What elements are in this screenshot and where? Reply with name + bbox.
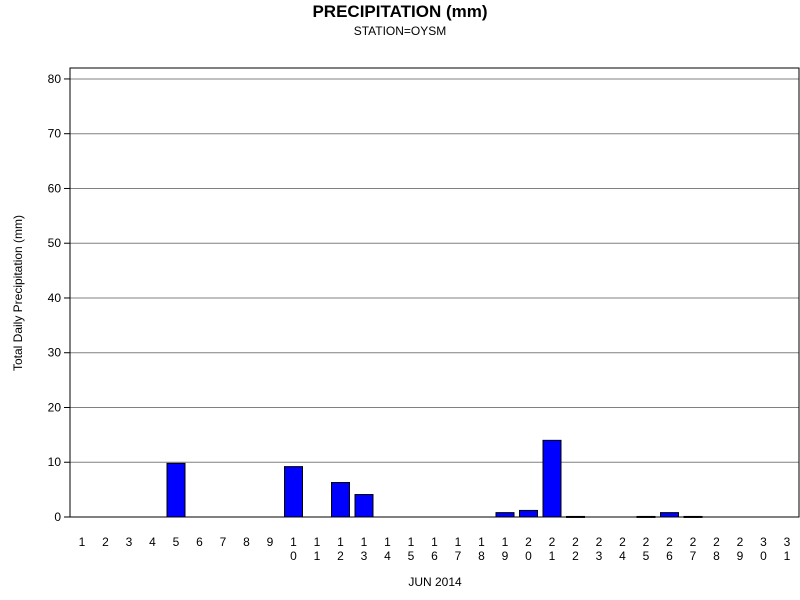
bar [495,512,515,518]
chart-subtitle: STATION=OYSM [354,24,447,38]
y-tick-label: 80 [48,72,62,86]
x-tick-label: 9 [267,535,274,549]
y-tick-label: 50 [48,236,62,250]
bar [660,512,679,518]
y-tick-label: 10 [48,455,62,469]
y-axis-ticks: 0 10 20 30 40 50 60 70 80 [48,72,70,524]
x-tick-label: 7 [220,535,227,549]
bar [542,439,562,518]
y-tick-label: 60 [48,181,62,195]
bar [519,509,538,518]
y-tick-label: 30 [48,346,62,360]
y-axis-label: Total Daily Precipitation (mm) [11,215,25,371]
y-tick-label: 70 [48,127,62,141]
grid-lines [70,78,799,518]
x-tick-label: 8 [243,535,250,549]
x-tick-label: 6 [196,535,203,549]
x-axis-label: JUN 2014 [408,575,462,589]
bars [166,439,703,518]
x-tick-label: 2 [102,535,109,549]
plot-area-frame [69,67,800,518]
x-tick-label: 5 [173,535,180,549]
x-tick-label: 3 [126,535,133,549]
bar [166,462,186,518]
y-tick-label: 20 [48,400,62,414]
y-tick-label: 40 [48,291,62,305]
bar [354,494,374,518]
x-axis-ticks: 1 2 3 4 5 6 7 8 9 1 01 11 21 31 41 51 61 71 81 92 02 12 22 32 42… [79,535,791,563]
bar [331,482,350,518]
x-tick-label: 1 [79,535,86,549]
y-tick-label: 0 [54,510,61,524]
chart-title: PRECIPITATION (mm) [312,2,487,21]
bar [284,466,303,518]
x-tick-label: 4 [149,535,156,549]
